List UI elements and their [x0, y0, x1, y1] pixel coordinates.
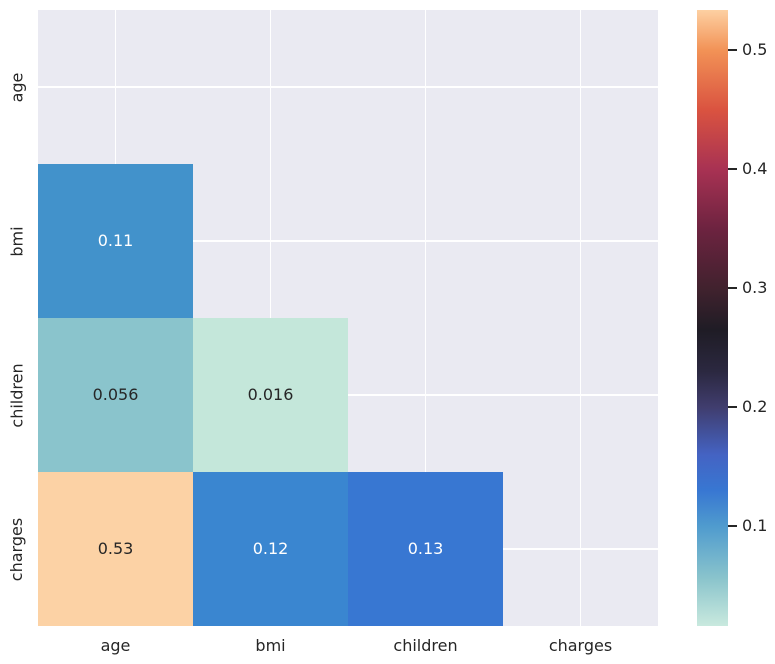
colorbar-tick-mark [728, 49, 737, 52]
heatmap-cell-charges-children: 0.13 [348, 472, 503, 626]
colorbar-tick-mark [728, 168, 737, 171]
x-tick-label-age: age [100, 636, 131, 655]
x-tick-label-charges: charges [548, 636, 613, 655]
y-tick-label-charges: charges [2, 472, 32, 626]
y-tick-text: bmi [7, 225, 27, 257]
x-tick-label-children: children [393, 636, 458, 655]
colorbar-tick-label-0.1: 0.1 [742, 516, 768, 536]
colorbar-tick-label-0.2: 0.2 [742, 397, 768, 417]
y-tick-label-children: children [2, 318, 32, 472]
heatmap-cell-children-age: 0.056 [38, 318, 193, 472]
colorbar-tick-mark [728, 406, 737, 409]
gridline-vertical [424, 10, 427, 626]
colorbar-tick-label-0.4: 0.4 [742, 159, 768, 179]
cell-annotation: 0.016 [247, 385, 294, 404]
cell-annotation: 0.12 [252, 539, 289, 558]
gridline-horizontal [38, 394, 658, 396]
y-tick-text: charges [7, 517, 27, 581]
colorbar-tick-mark [728, 287, 737, 290]
y-tick-text: age [7, 72, 27, 102]
gridline-vertical [579, 10, 582, 626]
heatmap-cell-charges-bmi: 0.12 [193, 472, 348, 626]
cell-annotation: 0.11 [97, 231, 134, 250]
colorbar-tick-label-0.3: 0.3 [742, 278, 768, 298]
gridline-horizontal [38, 240, 658, 242]
cell-annotation: 0.53 [97, 539, 134, 558]
cell-annotation: 0.056 [92, 385, 139, 404]
heatmap-axes: 0.11 0.056 0.016 0.53 0.12 0.13 [38, 10, 658, 626]
colorbar-tick-label-0.5: 0.5 [742, 40, 768, 60]
heatmap-cell-charges-age: 0.53 [38, 472, 193, 626]
y-tick-label-age: age [2, 10, 32, 164]
y-tick-label-bmi: bmi [2, 164, 32, 318]
x-tick-label-bmi: bmi [255, 636, 286, 655]
gridline-horizontal [38, 86, 658, 88]
heatmap-cell-children-bmi: 0.016 [193, 318, 348, 472]
colorbar [697, 10, 728, 626]
heatmap-cell-bmi-age: 0.11 [38, 164, 193, 318]
colorbar-tick-mark [728, 525, 737, 528]
y-tick-text: children [7, 362, 27, 428]
cell-annotation: 0.13 [407, 539, 444, 558]
